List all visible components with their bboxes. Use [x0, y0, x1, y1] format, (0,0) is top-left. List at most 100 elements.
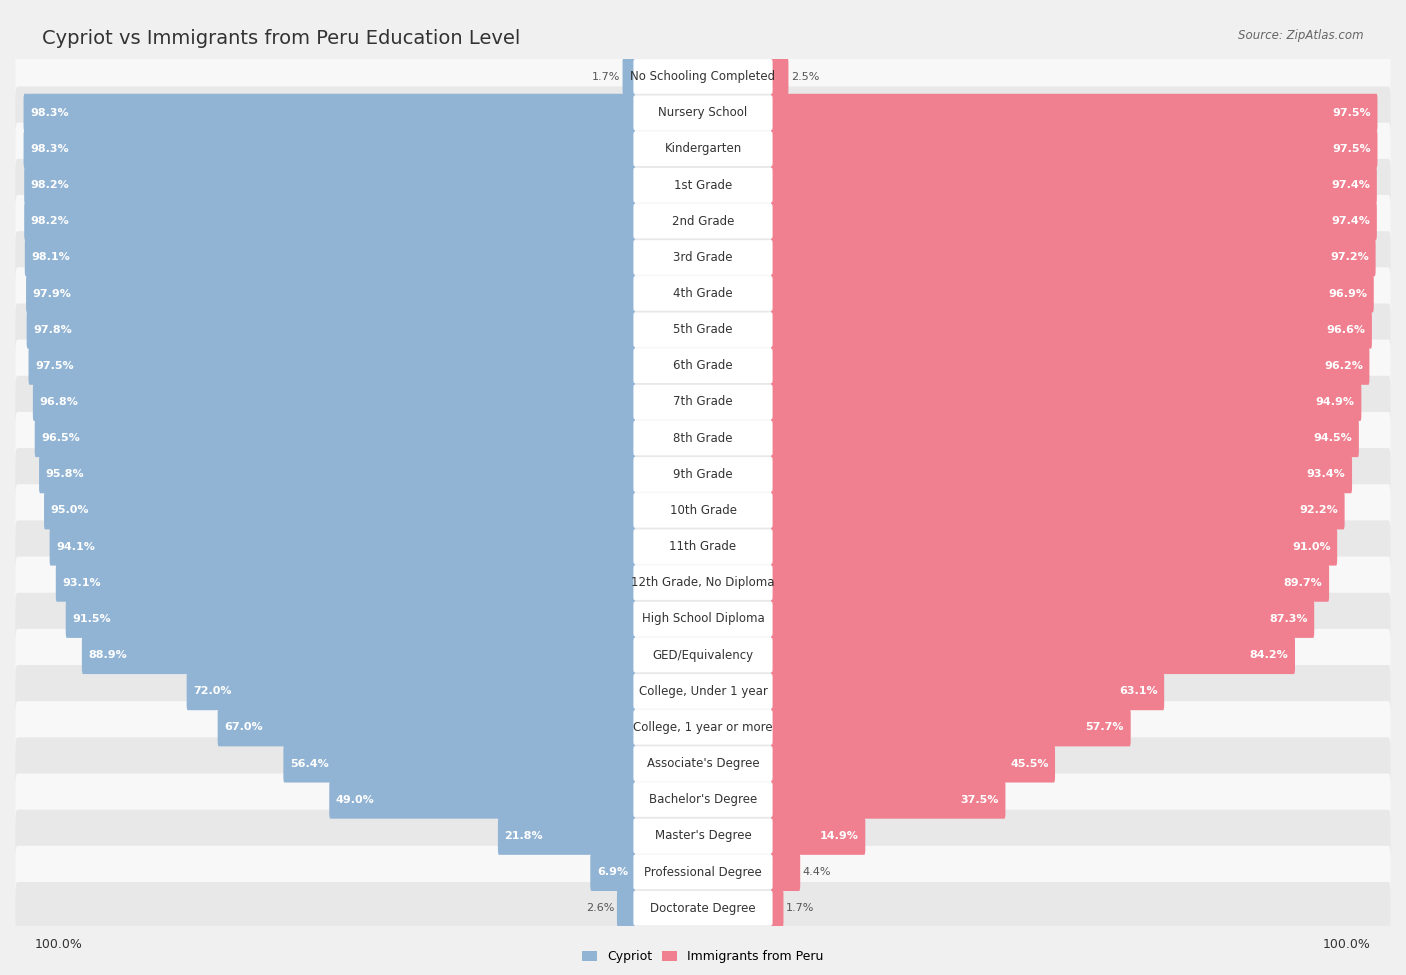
- Text: 94.9%: 94.9%: [1316, 397, 1355, 407]
- FancyBboxPatch shape: [24, 94, 636, 132]
- Text: 96.6%: 96.6%: [1326, 325, 1365, 334]
- FancyBboxPatch shape: [15, 231, 1391, 284]
- FancyBboxPatch shape: [35, 419, 636, 457]
- Text: Doctorate Degree: Doctorate Degree: [650, 902, 756, 915]
- Text: 8th Grade: 8th Grade: [673, 432, 733, 445]
- FancyBboxPatch shape: [15, 521, 1391, 573]
- FancyBboxPatch shape: [634, 566, 772, 600]
- Text: 96.9%: 96.9%: [1329, 289, 1367, 298]
- Text: College, 1 year or more: College, 1 year or more: [633, 721, 773, 734]
- Text: 9th Grade: 9th Grade: [673, 468, 733, 481]
- Text: 67.0%: 67.0%: [224, 722, 263, 732]
- Text: 91.5%: 91.5%: [72, 614, 111, 624]
- FancyBboxPatch shape: [770, 58, 789, 96]
- FancyBboxPatch shape: [15, 593, 1391, 645]
- Text: Kindergarten: Kindergarten: [665, 142, 741, 155]
- Text: 57.7%: 57.7%: [1085, 722, 1125, 732]
- Text: 96.8%: 96.8%: [39, 397, 79, 407]
- FancyBboxPatch shape: [634, 313, 772, 347]
- FancyBboxPatch shape: [770, 600, 1315, 638]
- FancyBboxPatch shape: [15, 882, 1391, 934]
- FancyBboxPatch shape: [770, 491, 1344, 529]
- Text: 91.0%: 91.0%: [1292, 541, 1330, 552]
- Text: Associate's Degree: Associate's Degree: [647, 757, 759, 770]
- FancyBboxPatch shape: [634, 855, 772, 889]
- Text: High School Diploma: High School Diploma: [641, 612, 765, 625]
- FancyBboxPatch shape: [15, 195, 1391, 248]
- Text: 98.2%: 98.2%: [31, 180, 69, 190]
- Text: 56.4%: 56.4%: [290, 759, 329, 768]
- Text: 97.8%: 97.8%: [34, 325, 72, 334]
- Text: 95.0%: 95.0%: [51, 505, 89, 516]
- Text: 100.0%: 100.0%: [1323, 938, 1371, 951]
- FancyBboxPatch shape: [770, 202, 1376, 240]
- FancyBboxPatch shape: [634, 747, 772, 781]
- FancyBboxPatch shape: [591, 853, 636, 891]
- FancyBboxPatch shape: [634, 710, 772, 745]
- FancyBboxPatch shape: [15, 773, 1391, 826]
- FancyBboxPatch shape: [770, 130, 1378, 168]
- Text: 5th Grade: 5th Grade: [673, 323, 733, 336]
- Text: 63.1%: 63.1%: [1119, 686, 1157, 696]
- FancyBboxPatch shape: [15, 339, 1391, 392]
- Text: 45.5%: 45.5%: [1010, 759, 1049, 768]
- FancyBboxPatch shape: [15, 303, 1391, 356]
- Text: 97.4%: 97.4%: [1331, 216, 1371, 226]
- FancyBboxPatch shape: [28, 347, 636, 385]
- FancyBboxPatch shape: [15, 557, 1391, 609]
- Text: 87.3%: 87.3%: [1270, 614, 1308, 624]
- FancyBboxPatch shape: [770, 94, 1378, 132]
- FancyBboxPatch shape: [634, 891, 772, 925]
- FancyBboxPatch shape: [770, 238, 1375, 276]
- Text: 96.2%: 96.2%: [1324, 361, 1362, 370]
- FancyBboxPatch shape: [770, 636, 1295, 674]
- FancyBboxPatch shape: [187, 672, 636, 710]
- Text: Professional Degree: Professional Degree: [644, 866, 762, 878]
- FancyBboxPatch shape: [284, 745, 636, 783]
- FancyBboxPatch shape: [634, 457, 772, 491]
- Text: 1.7%: 1.7%: [592, 71, 620, 82]
- Text: 97.5%: 97.5%: [35, 361, 73, 370]
- Text: 4th Grade: 4th Grade: [673, 287, 733, 300]
- FancyBboxPatch shape: [24, 130, 636, 168]
- Text: 2nd Grade: 2nd Grade: [672, 214, 734, 228]
- FancyBboxPatch shape: [15, 123, 1391, 176]
- FancyBboxPatch shape: [634, 674, 772, 709]
- FancyBboxPatch shape: [634, 421, 772, 455]
- Text: Bachelor's Degree: Bachelor's Degree: [650, 794, 756, 806]
- FancyBboxPatch shape: [770, 817, 865, 855]
- FancyBboxPatch shape: [49, 527, 636, 566]
- FancyBboxPatch shape: [634, 602, 772, 636]
- FancyBboxPatch shape: [634, 132, 772, 166]
- FancyBboxPatch shape: [15, 51, 1391, 102]
- FancyBboxPatch shape: [218, 709, 636, 747]
- FancyBboxPatch shape: [56, 564, 636, 602]
- Text: 10th Grade: 10th Grade: [669, 504, 737, 517]
- FancyBboxPatch shape: [770, 745, 1054, 783]
- Text: 72.0%: 72.0%: [193, 686, 232, 696]
- Text: 97.5%: 97.5%: [1333, 144, 1371, 154]
- Text: 21.8%: 21.8%: [505, 831, 543, 840]
- FancyBboxPatch shape: [15, 845, 1391, 898]
- FancyBboxPatch shape: [15, 629, 1391, 682]
- FancyBboxPatch shape: [634, 819, 772, 853]
- FancyBboxPatch shape: [634, 493, 772, 527]
- FancyBboxPatch shape: [770, 527, 1337, 566]
- FancyBboxPatch shape: [770, 889, 783, 927]
- FancyBboxPatch shape: [329, 781, 636, 819]
- Text: 12th Grade, No Diploma: 12th Grade, No Diploma: [631, 576, 775, 589]
- FancyBboxPatch shape: [770, 419, 1358, 457]
- FancyBboxPatch shape: [15, 448, 1391, 500]
- FancyBboxPatch shape: [44, 491, 636, 529]
- FancyBboxPatch shape: [15, 87, 1391, 139]
- FancyBboxPatch shape: [634, 638, 772, 672]
- FancyBboxPatch shape: [617, 889, 636, 927]
- Text: 3rd Grade: 3rd Grade: [673, 251, 733, 264]
- FancyBboxPatch shape: [15, 411, 1391, 464]
- Text: 88.9%: 88.9%: [89, 650, 127, 660]
- FancyBboxPatch shape: [634, 59, 772, 94]
- FancyBboxPatch shape: [24, 202, 636, 240]
- Text: 2.5%: 2.5%: [790, 71, 820, 82]
- FancyBboxPatch shape: [27, 275, 636, 313]
- FancyBboxPatch shape: [770, 455, 1353, 493]
